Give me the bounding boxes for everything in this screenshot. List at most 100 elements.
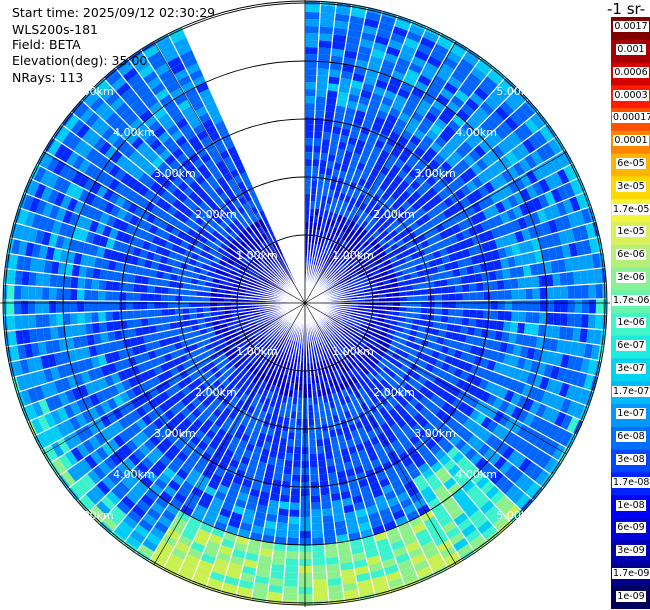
range-gate-cell (488, 451, 502, 466)
range-gate-cell (412, 312, 421, 320)
range-gate-cell (476, 210, 487, 223)
range-gate-cell (361, 393, 371, 403)
range-gate-cell (543, 206, 555, 222)
range-gate-cell (410, 86, 426, 99)
range-gate-cell (315, 347, 321, 355)
range-gate-cell (362, 25, 378, 36)
range-gate-cell (532, 311, 540, 325)
range-gate-cell (554, 411, 567, 428)
range-gate-cell (529, 211, 541, 226)
range-gate-cell (310, 509, 323, 517)
range-gate-cell (484, 250, 494, 263)
range-gate-cell (322, 359, 328, 368)
range-gate-cell (477, 197, 489, 211)
range-gate-cell (468, 421, 481, 435)
range-gate-cell (345, 264, 354, 272)
range-gate-cell (340, 216, 348, 225)
range-gate-cell (343, 50, 358, 60)
range-gate-cell (432, 321, 441, 330)
range-gate-cell (369, 481, 382, 492)
range-gate-cell (460, 275, 469, 285)
range-gate-cell (406, 301, 414, 308)
range-gate-cell (435, 336, 445, 346)
range-gate-cell (358, 155, 369, 165)
range-gate-cell (340, 568, 356, 578)
range-gate-cell (355, 315, 364, 321)
range-gate-cell (49, 300, 57, 314)
range-gate-cell (529, 415, 542, 431)
range-gate-cell (416, 503, 431, 516)
range-gate-cell (450, 150, 463, 164)
range-gate-cell (340, 283, 348, 289)
range-gate-cell (388, 76, 403, 88)
range-gate-cell (352, 356, 361, 365)
range-gate-cell (399, 81, 414, 94)
range-gate-cell (327, 153, 337, 163)
range-gate-cell (448, 192, 461, 205)
range-gate-cell (325, 563, 341, 573)
range-gate-cell (470, 162, 483, 176)
range-gate-cell (516, 356, 527, 370)
range-gate-cell (329, 258, 336, 266)
range-gate-cell (469, 408, 481, 422)
range-gate-cell (559, 272, 568, 287)
range-gate-cell (343, 364, 351, 373)
range-gate-cell (516, 423, 530, 439)
range-gate-cell (499, 100, 515, 117)
range-gate-cell (325, 556, 340, 566)
range-gate-cell (566, 271, 575, 286)
range-gate-cell (316, 82, 328, 91)
range-gate-cell (354, 280, 362, 287)
range-gate-cell (490, 226, 502, 240)
range-gate-cell (511, 300, 519, 312)
range-gate-cell (517, 241, 528, 255)
range-gate-cell (377, 21, 395, 33)
range-gate-cell (488, 203, 500, 217)
range-gate-cell (336, 540, 351, 550)
range-gate-cell (366, 555, 382, 566)
range-gate-cell (406, 295, 414, 302)
range-gate-cell (451, 421, 463, 434)
range-gate-cell (471, 188, 484, 202)
range-gate-cell (447, 482, 462, 496)
range-gate-cell (438, 453, 452, 467)
range-gate-cell (333, 112, 345, 121)
range-gate-cell (479, 101, 495, 116)
range-ring-label: 2.00km (195, 386, 237, 399)
range-gate-cell (329, 278, 337, 284)
range-gate-cell (514, 106, 530, 123)
range-gate-cell (391, 200, 402, 211)
range-gate-cell (492, 340, 502, 352)
range-gate-cell (427, 301, 435, 308)
range-gate-cell (370, 377, 380, 387)
range-gate-cell (315, 194, 322, 203)
range-gate-cell (588, 237, 599, 254)
range-gate-cell (423, 267, 432, 276)
range-gate-cell (547, 246, 558, 261)
range-gate-cell (309, 474, 320, 482)
range-gate-cell (318, 331, 324, 339)
range-gate-cell (14, 300, 22, 316)
range-gate-cell (435, 93, 451, 107)
range-gate-cell (379, 149, 391, 160)
range-gate-cell (429, 49, 446, 63)
range-gate-cell (380, 254, 390, 263)
range-gate-cell (516, 322, 526, 335)
range-gate-cell (571, 226, 583, 243)
range-gate-cell (479, 461, 494, 476)
range-gate-cell (448, 300, 456, 309)
range-gate-cell (133, 283, 142, 293)
range-gate-cell (443, 458, 457, 472)
range-gate-cell (527, 134, 542, 151)
range-gate-cell (329, 62, 343, 71)
range-gate-cell (320, 352, 325, 361)
range-gate-cell (70, 276, 79, 289)
range-gate-cell (470, 111, 485, 126)
range-gate-cell (518, 311, 526, 323)
range-gate-cell (482, 281, 491, 292)
range-gate-cell (349, 15, 365, 26)
range-gate-cell (504, 402, 517, 417)
range-gate-cell (556, 339, 566, 354)
range-gate-cell (413, 439, 426, 452)
range-gate-cell (491, 144, 506, 160)
